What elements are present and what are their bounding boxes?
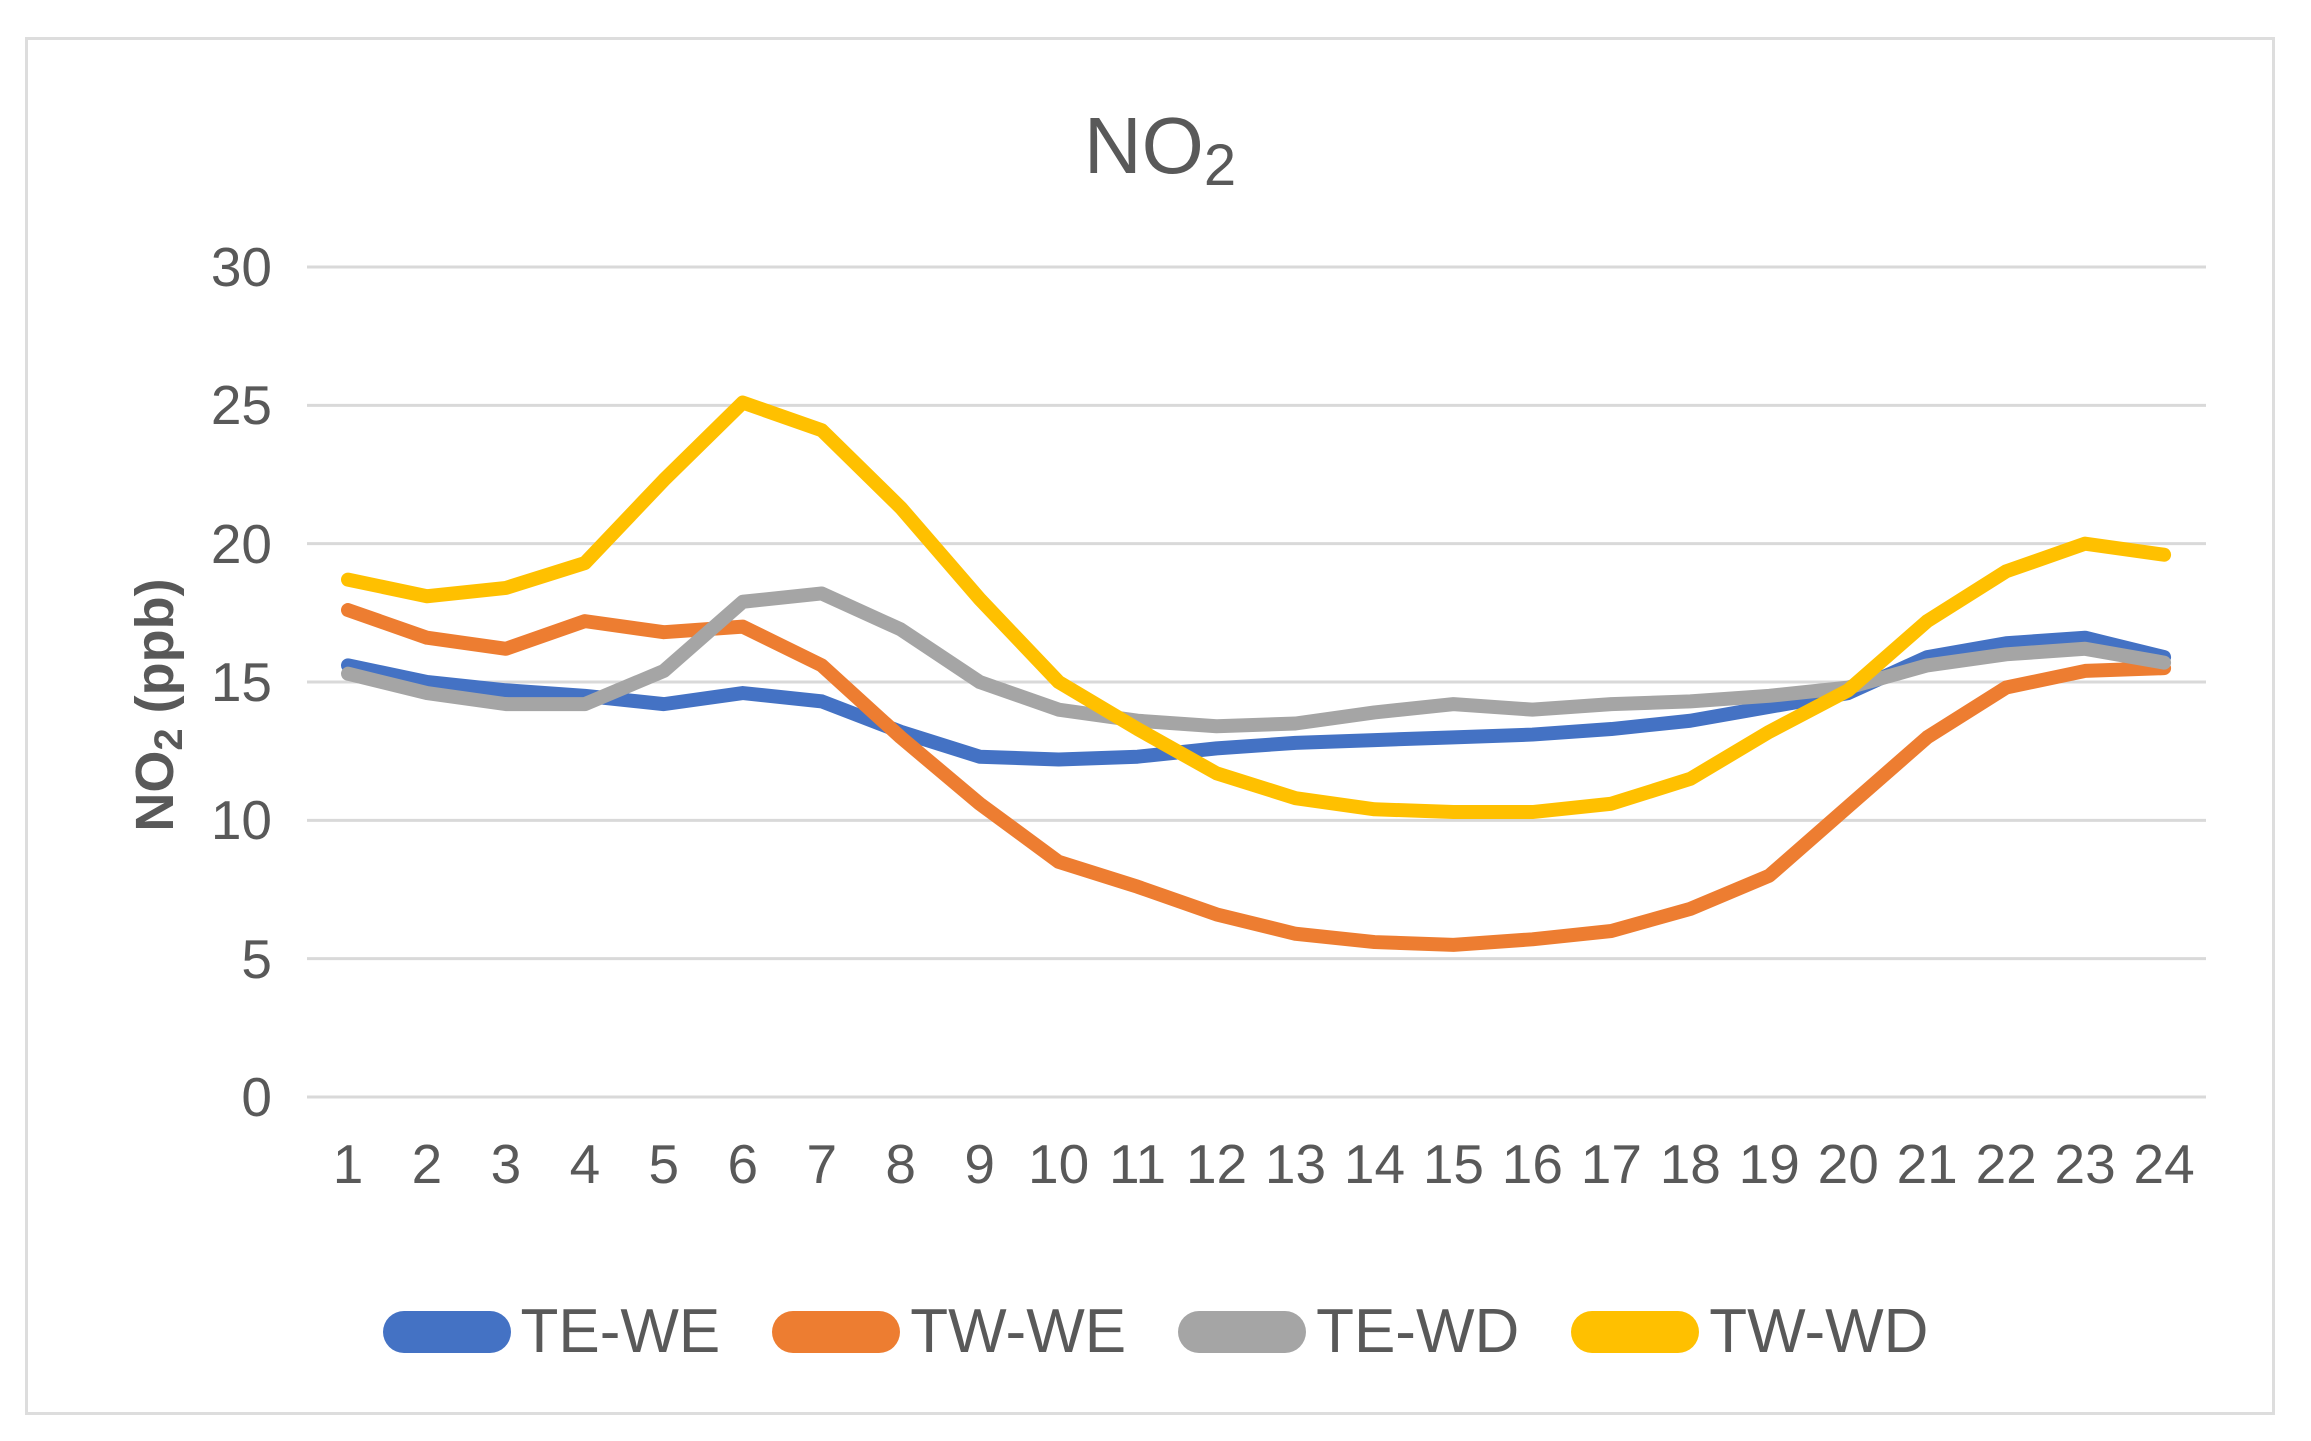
legend-swatch-tw-wd <box>1571 1310 1700 1353</box>
y-tick-label: 10 <box>210 789 272 852</box>
x-tick-label: 22 <box>1975 1133 2037 1195</box>
x-tick-label: 8 <box>885 1133 917 1195</box>
x-tick-label: 16 <box>1501 1133 1563 1195</box>
x-tick-label: 5 <box>648 1133 680 1195</box>
series-line-tw-wd <box>341 395 2172 820</box>
y-tick-label: 5 <box>241 927 272 990</box>
legend-label: TE-WD <box>1316 1297 1520 1366</box>
y-tick-label: 25 <box>210 374 272 437</box>
x-tick-label: 23 <box>2054 1133 2116 1195</box>
x-tick-label: 18 <box>1659 1133 1721 1195</box>
legend-label: TW-WD <box>1709 1297 1929 1366</box>
x-tick-label: 19 <box>1738 1133 1800 1195</box>
x-tick-label: 4 <box>569 1133 601 1195</box>
x-tick-label: 9 <box>964 1133 995 1195</box>
legend-label: TE-WE <box>520 1297 721 1366</box>
x-tick-label: 20 <box>1817 1133 1879 1195</box>
x-tick-label: 13 <box>1264 1133 1327 1195</box>
x-tick-label: 14 <box>1343 1133 1406 1195</box>
y-axis-title-subscript: 2 <box>147 728 191 751</box>
legend-label: TW-WE <box>910 1297 1127 1366</box>
legend-item-te-we: TE-WE <box>382 1296 721 1367</box>
chart-title: NO2 <box>660 100 1660 198</box>
x-tick-label: 1 <box>332 1133 364 1195</box>
legend-item-te-wd: TE-WD <box>1178 1296 1519 1367</box>
legend: TE-WE TW-WE TE-WD TW-WD <box>0 1296 2311 1367</box>
legend-swatch-te-wd <box>1178 1310 1307 1353</box>
legend-swatch-te-we <box>382 1310 511 1353</box>
y-tick-label: 15 <box>210 650 272 713</box>
chart-title-main: NO <box>1083 101 1204 190</box>
y-tick-label: 30 <box>210 235 272 298</box>
x-tick-label: 17 <box>1580 1133 1642 1195</box>
y-tick-label: 0 <box>241 1066 272 1128</box>
y-tick-label: 20 <box>210 512 272 575</box>
x-tick-label: 11 <box>1109 1133 1167 1195</box>
legend-swatch-tw-we <box>772 1310 901 1353</box>
x-tick-label: 3 <box>490 1133 522 1195</box>
x-tick-label: 21 <box>1896 1133 1958 1195</box>
legend-item-tw-wd: TW-WD <box>1571 1296 1928 1367</box>
x-tick-label: 7 <box>806 1133 838 1195</box>
x-tick-label: 15 <box>1422 1133 1485 1195</box>
x-tick-label: 10 <box>1028 1133 1090 1195</box>
legend-item-tw-we: TW-WE <box>772 1296 1126 1367</box>
x-tick-label: 24 <box>2133 1133 2195 1195</box>
x-tick-label: 12 <box>1185 1133 1248 1195</box>
x-tick-label: 6 <box>727 1133 759 1195</box>
series-line-tw-we <box>341 603 2172 952</box>
chart-title-subscript: 2 <box>1203 133 1237 198</box>
x-tick-label: 2 <box>411 1133 443 1195</box>
